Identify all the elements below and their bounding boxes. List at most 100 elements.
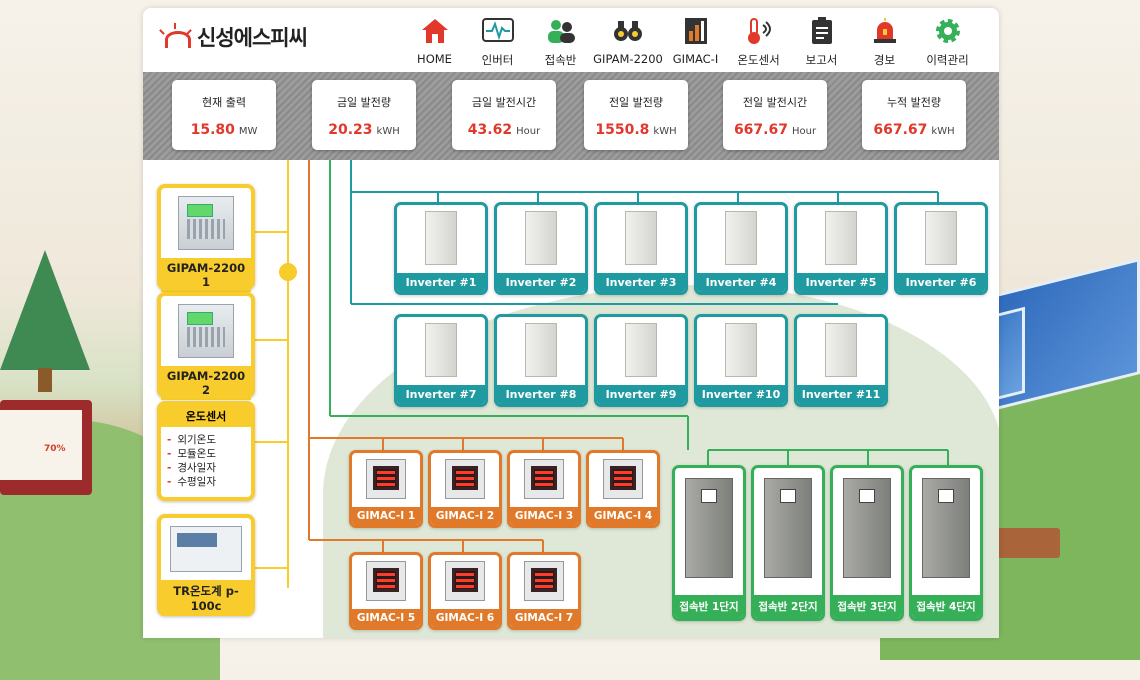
gimac-card[interactable]: GIMAC-I 1 bbox=[349, 450, 423, 528]
temp-sensor-title: 온도센서 bbox=[161, 405, 251, 427]
gimac-meter-image bbox=[603, 459, 643, 499]
junction-box-label: 접속반 1단지 bbox=[675, 595, 743, 618]
gipam-2200-1-card[interactable]: GIPAM-2200 1 bbox=[157, 184, 255, 292]
junction-box-image bbox=[685, 478, 733, 578]
tr-thermometer-card[interactable]: TR온도계 p-100c bbox=[157, 514, 255, 616]
metric-current-output: 현재 출력 15.80 MW bbox=[172, 80, 276, 150]
metric-today-hours: 금일 발전시간 43.62 Hour bbox=[452, 80, 556, 150]
metric-title: 전일 발전량 bbox=[608, 96, 664, 109]
gimac-card[interactable]: GIMAC-I 4 bbox=[586, 450, 660, 528]
sun-icon bbox=[279, 263, 297, 281]
sensor-item-module-temp: 모듈온도 bbox=[167, 447, 251, 461]
nav-gimac[interactable]: GIMAC-I bbox=[664, 16, 727, 68]
background-billboard-text: 70% bbox=[44, 444, 66, 454]
junction-box-label: 접속반 3단지 bbox=[833, 595, 901, 618]
inverter-cabinet-image bbox=[625, 323, 657, 377]
nav-alarm-label: 경보 bbox=[873, 53, 896, 67]
inverter-card[interactable]: Inverter #6 bbox=[894, 202, 988, 295]
metric-value: 20.23 bbox=[328, 122, 373, 138]
nav-temp-sensor-label: 온도센서 bbox=[737, 53, 780, 67]
inverter-card[interactable]: Inverter #2 bbox=[494, 202, 588, 295]
background-billboard-screen bbox=[0, 410, 82, 480]
gimac-meter-image bbox=[366, 561, 406, 601]
metric-unit: kWH bbox=[931, 126, 955, 137]
metric-unit: kWH bbox=[376, 126, 400, 137]
gimac-label: GIMAC-I 4 bbox=[589, 507, 657, 525]
inverter-card[interactable]: Inverter #1 bbox=[394, 202, 488, 295]
metric-cumulative-generation: 누적 발전량 667.67 kWH bbox=[862, 80, 966, 150]
junction-box-card[interactable]: 접속반 2단지 bbox=[751, 465, 825, 621]
metric-value: 667.67 bbox=[873, 122, 928, 138]
metrics-band: 현재 출력 15.80 MW 금일 발전량 20.23 kWH 금일 발전시간 43… bbox=[143, 72, 999, 160]
inverter-card[interactable]: Inverter #4 bbox=[694, 202, 788, 295]
gimac-card[interactable]: GIMAC-I 6 bbox=[428, 552, 502, 630]
metric-title: 누적 발전량 bbox=[886, 96, 942, 109]
gimac-card[interactable]: GIMAC-I 3 bbox=[507, 450, 581, 528]
nav-temp-sensor[interactable]: 온도센서 bbox=[727, 16, 790, 68]
gipam-2200-2-card[interactable]: GIPAM-2200 2 bbox=[157, 292, 255, 400]
junction-box-label: 접속반 4단지 bbox=[912, 595, 980, 618]
nav-junction[interactable]: 접속반 bbox=[529, 16, 592, 68]
gipam-2200-1-label: GIPAM-2200 1 bbox=[161, 258, 251, 292]
brand-logo[interactable]: 신성에스피씨 bbox=[159, 22, 308, 52]
inverter-card[interactable]: Inverter #3 bbox=[594, 202, 688, 295]
inverter-card[interactable]: Inverter #8 bbox=[494, 314, 588, 407]
inverter-label: Inverter #6 bbox=[897, 273, 985, 292]
nav-alarm[interactable]: 경보 bbox=[853, 16, 916, 68]
gimac-label: GIMAC-I 6 bbox=[431, 609, 499, 627]
nav-gimac-label: GIMAC-I bbox=[672, 52, 719, 66]
inverter-cabinet-image bbox=[825, 211, 857, 265]
metric-title: 금일 발전량 bbox=[336, 96, 392, 109]
nav-inverter[interactable]: 인버터 bbox=[466, 16, 529, 68]
inverter-card[interactable]: Inverter #7 bbox=[394, 314, 488, 407]
top-nav: HOME 인버터 접속반 GIPAM-2200 bbox=[403, 16, 979, 68]
users-icon bbox=[529, 16, 592, 46]
metric-value: 15.80 bbox=[190, 122, 235, 138]
gimac-label: GIMAC-I 2 bbox=[431, 507, 499, 525]
wiring-lines bbox=[249, 160, 949, 588]
inverter-cabinet-image bbox=[525, 323, 557, 377]
tr-thermometer-label: TR온도계 p-100c bbox=[161, 580, 251, 616]
gipam-device-image bbox=[178, 304, 234, 358]
inverter-card[interactable]: Inverter #5 bbox=[794, 202, 888, 295]
nav-history[interactable]: 이력관리 bbox=[916, 16, 979, 68]
nav-gipam-label: GIPAM-2200 bbox=[593, 52, 663, 66]
inverter-cabinet-image bbox=[725, 211, 757, 265]
temp-sensor-card[interactable]: 온도센서 외기온도 모듈온도 경사일자 수평일자 bbox=[157, 401, 255, 501]
nav-home[interactable]: HOME bbox=[403, 16, 466, 68]
background-tree-trunk bbox=[38, 368, 52, 392]
brand-name: 신성에스피씨 bbox=[197, 26, 308, 50]
inverter-label: Inverter #2 bbox=[497, 273, 585, 292]
gimac-card[interactable]: GIMAC-I 2 bbox=[428, 450, 502, 528]
metric-title: 전일 발전시간 bbox=[742, 96, 808, 109]
metric-unit: MW bbox=[238, 126, 258, 137]
main-panel: 신성에스피씨 HOME 인버터 접속반 bbox=[143, 8, 999, 638]
metric-unit: Hour bbox=[516, 126, 541, 137]
inverter-label: Inverter #5 bbox=[797, 273, 885, 292]
inverter-cabinet-image bbox=[925, 211, 957, 265]
inverter-cabinet-image bbox=[625, 211, 657, 265]
nav-report[interactable]: 보고서 bbox=[790, 16, 853, 68]
nav-inverter-label: 인버터 bbox=[481, 53, 514, 67]
junction-box-card[interactable]: 접속반 3단지 bbox=[830, 465, 904, 621]
inverter-card[interactable]: Inverter #9 bbox=[594, 314, 688, 407]
gimac-label: GIMAC-I 1 bbox=[352, 507, 420, 525]
background-tree bbox=[0, 250, 90, 370]
inverter-cabinet-image bbox=[825, 323, 857, 377]
inverter-card[interactable]: Inverter #10 bbox=[694, 314, 788, 407]
gimac-label: GIMAC-I 5 bbox=[352, 609, 420, 627]
inverter-card[interactable]: Inverter #11 bbox=[794, 314, 888, 407]
inverter-label: Inverter #1 bbox=[397, 273, 485, 292]
sensor-item-horizontal-irradiance: 수평일자 bbox=[167, 475, 251, 489]
junction-box-card[interactable]: 접속반 1단지 bbox=[672, 465, 746, 621]
metric-value: 667.67 bbox=[733, 122, 788, 138]
nav-gipam[interactable]: GIPAM-2200 bbox=[592, 16, 664, 68]
gimac-card[interactable]: GIMAC-I 7 bbox=[507, 552, 581, 630]
junction-box-card[interactable]: 접속반 4단지 bbox=[909, 465, 983, 621]
gimac-card[interactable]: GIMAC-I 5 bbox=[349, 552, 423, 630]
gimac-label: GIMAC-I 7 bbox=[510, 609, 578, 627]
metric-unit: Hour bbox=[791, 126, 817, 137]
metric-unit: kWH bbox=[653, 126, 677, 137]
inverter-cabinet-image bbox=[425, 211, 457, 265]
bar-chart-icon bbox=[664, 16, 727, 46]
